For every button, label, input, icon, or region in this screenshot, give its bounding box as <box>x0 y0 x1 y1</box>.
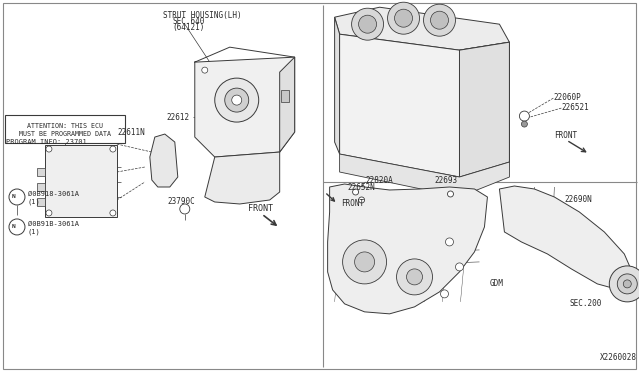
Polygon shape <box>328 184 488 314</box>
Circle shape <box>424 4 456 36</box>
Text: N: N <box>12 195 16 199</box>
Text: FRONT: FRONT <box>342 199 365 208</box>
Circle shape <box>232 95 242 105</box>
Polygon shape <box>335 17 340 154</box>
Circle shape <box>520 111 529 121</box>
Text: 22820A: 22820A <box>365 176 394 185</box>
Bar <box>37 168 45 176</box>
Circle shape <box>353 189 358 195</box>
Circle shape <box>456 263 463 271</box>
Text: Ø0B918-3061A: Ø0B918-3061A <box>28 191 79 197</box>
Circle shape <box>406 269 422 285</box>
Bar <box>281 90 289 102</box>
Circle shape <box>618 274 637 294</box>
Bar <box>37 198 45 206</box>
Text: ATTENTION: THIS ECU: ATTENTION: THIS ECU <box>27 123 103 129</box>
Polygon shape <box>340 34 509 177</box>
Circle shape <box>9 219 25 235</box>
Text: (1): (1) <box>28 199 41 205</box>
Polygon shape <box>150 134 178 187</box>
Circle shape <box>351 8 383 40</box>
Text: 22693: 22693 <box>435 176 458 185</box>
Circle shape <box>46 146 52 152</box>
Bar <box>45 145 117 217</box>
Circle shape <box>358 197 365 203</box>
Circle shape <box>623 280 631 288</box>
Circle shape <box>9 189 25 205</box>
Circle shape <box>394 9 413 27</box>
Circle shape <box>355 252 374 272</box>
Text: N: N <box>12 224 16 230</box>
Circle shape <box>202 67 208 73</box>
Polygon shape <box>205 152 280 204</box>
Circle shape <box>440 290 449 298</box>
Circle shape <box>447 191 454 197</box>
Text: 22652N: 22652N <box>348 183 375 192</box>
Circle shape <box>445 238 454 246</box>
Text: 226521: 226521 <box>561 103 589 112</box>
Text: PROGRAM INFO: 23701: PROGRAM INFO: 23701 <box>6 139 87 145</box>
Circle shape <box>342 240 387 284</box>
Text: 22611N: 22611N <box>118 128 146 137</box>
Polygon shape <box>340 154 509 197</box>
Text: 22612: 22612 <box>167 113 190 122</box>
Text: 22690N: 22690N <box>564 195 592 205</box>
Circle shape <box>215 78 259 122</box>
Polygon shape <box>460 42 509 177</box>
Circle shape <box>180 204 190 214</box>
Circle shape <box>522 121 527 127</box>
Polygon shape <box>280 57 294 152</box>
Text: Ø0B91B-3061A: Ø0B91B-3061A <box>28 221 79 227</box>
Circle shape <box>397 259 433 295</box>
Polygon shape <box>335 7 509 50</box>
Circle shape <box>46 210 52 216</box>
FancyBboxPatch shape <box>5 115 125 143</box>
Text: SEC.640: SEC.640 <box>173 17 205 26</box>
Circle shape <box>110 210 116 216</box>
Circle shape <box>110 146 116 152</box>
Text: STRUT HOUSING(LH): STRUT HOUSING(LH) <box>163 11 241 20</box>
Text: 22060P: 22060P <box>554 93 581 102</box>
Text: X2260028: X2260028 <box>600 353 637 362</box>
Polygon shape <box>499 186 634 290</box>
Text: (64121): (64121) <box>173 23 205 32</box>
Circle shape <box>225 88 249 112</box>
Circle shape <box>388 2 420 34</box>
Text: GDM: GDM <box>490 279 503 288</box>
Bar <box>37 183 45 191</box>
Circle shape <box>358 15 376 33</box>
Circle shape <box>609 266 640 302</box>
Circle shape <box>431 11 449 29</box>
Text: FRONT: FRONT <box>554 131 577 140</box>
Text: 23790C: 23790C <box>168 198 196 206</box>
Text: (1): (1) <box>28 229 41 235</box>
Polygon shape <box>195 57 294 157</box>
Text: MUST BE PROGRAMMED DATA: MUST BE PROGRAMMED DATA <box>19 131 111 137</box>
Text: SEC.200: SEC.200 <box>570 299 602 308</box>
Text: FRONT: FRONT <box>248 205 273 214</box>
